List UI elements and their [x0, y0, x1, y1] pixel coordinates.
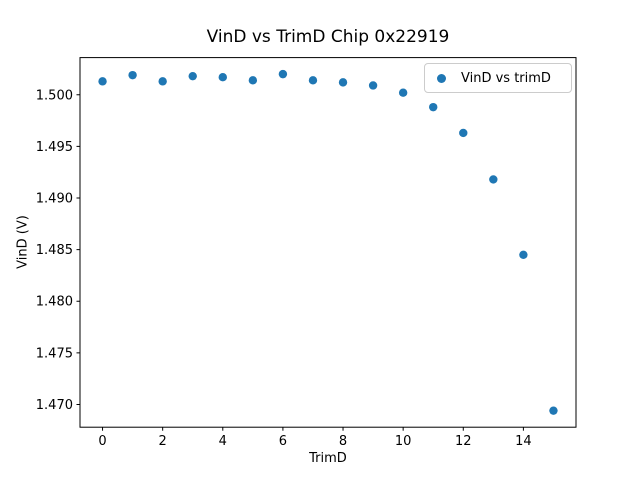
x-tick-label: 8 [339, 434, 347, 449]
y-tick-label: 1.470 [36, 398, 73, 413]
x-tick-label: 10 [395, 434, 412, 449]
data-point [429, 102, 438, 112]
data-point [368, 81, 378, 90]
data-point [158, 77, 167, 86]
y-tick-label: 1.485 [36, 243, 73, 258]
y-tick-label: 1.490 [36, 192, 73, 207]
data-point [519, 250, 528, 259]
x-axis-label: TrimD [309, 451, 347, 466]
data-point [188, 71, 197, 81]
x-tick-label: 4 [219, 434, 227, 449]
x-tick-label: 14 [515, 434, 532, 449]
x-tick-label: 12 [455, 434, 472, 449]
data-point [549, 406, 558, 415]
data-point [248, 76, 258, 85]
x-tick-label: 6 [279, 434, 287, 449]
x-tick-label: 2 [159, 434, 167, 449]
y-tick-label: 1.480 [36, 295, 73, 310]
y-axis-label: VinD (V) [15, 215, 31, 269]
data-point [338, 78, 348, 87]
y-tick-label: 1.495 [36, 140, 73, 155]
data-point [218, 73, 227, 82]
data-point [128, 70, 137, 80]
data-point [98, 77, 107, 86]
chart-title: VinD vs TrimD Chip 0x22919 [206, 27, 450, 47]
y-tick-label: 1.500 [36, 88, 73, 103]
axes-frame [79, 57, 577, 428]
legend-marker-icon [437, 73, 446, 83]
legend-label: VinD vs trimD [461, 70, 551, 86]
data-point [278, 69, 288, 79]
data-point [489, 175, 498, 184]
x-tick-label: 0 [98, 434, 106, 449]
legend: VinD vs trimD [424, 63, 572, 93]
y-tick-label: 1.475 [36, 346, 73, 361]
data-point [459, 128, 468, 138]
data-point [398, 88, 408, 97]
data-point [308, 76, 318, 85]
